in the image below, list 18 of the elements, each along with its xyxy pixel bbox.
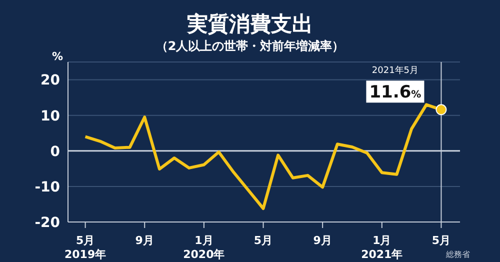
x-tick-label: 5月 2019年 xyxy=(64,234,106,261)
chart-title: 実質消費支出 xyxy=(186,11,314,38)
x-tick-label: 1月 2021年 xyxy=(361,234,403,261)
y-tick-label: 20 xyxy=(40,72,60,89)
x-tick-label: 5月 xyxy=(432,234,451,247)
x-tick-label: 9月 xyxy=(313,234,332,247)
chart-subtitle: （2人以上の世帯・対前年増減率） xyxy=(156,39,344,53)
y-tick-label: 0 xyxy=(50,144,60,160)
x-tick-label: 5月 xyxy=(254,234,273,247)
x-tick-label: 9月 xyxy=(135,234,154,247)
ref-line-label: 2021年5月 xyxy=(372,65,419,76)
y-tick-label: -20 xyxy=(34,214,60,231)
y-tick-label: 10 xyxy=(40,108,60,124)
text: 総務省 xyxy=(446,249,470,260)
y-axis-title: % xyxy=(52,50,64,63)
x-tick-label: 1月 2020年 xyxy=(183,234,225,261)
data-label: 11.6% xyxy=(369,82,422,103)
y-tick-label: -10 xyxy=(34,179,60,196)
